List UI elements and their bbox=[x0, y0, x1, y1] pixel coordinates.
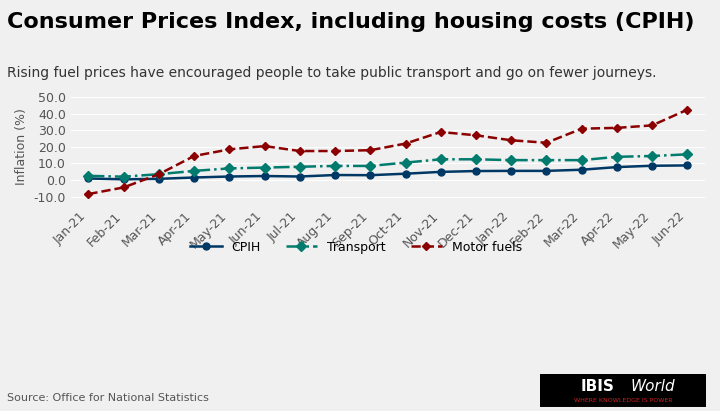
Text: Consumer Prices Index, including housing costs (CPIH): Consumer Prices Index, including housing… bbox=[7, 12, 695, 32]
FancyBboxPatch shape bbox=[535, 374, 711, 407]
Y-axis label: Inflation (%): Inflation (%) bbox=[15, 109, 28, 185]
Text: WHERE KNOWLEDGE IS POWER: WHERE KNOWLEDGE IS POWER bbox=[574, 399, 672, 404]
Text: Source: Office for National Statistics: Source: Office for National Statistics bbox=[7, 393, 209, 403]
Text: IBIS: IBIS bbox=[581, 379, 615, 394]
Text: Rising fuel prices have encouraged people to take public transport and go on few: Rising fuel prices have encouraged peopl… bbox=[7, 66, 657, 80]
Text: World: World bbox=[630, 379, 675, 394]
Legend: CPIH, Transport, Motor fuels: CPIH, Transport, Motor fuels bbox=[185, 236, 527, 259]
